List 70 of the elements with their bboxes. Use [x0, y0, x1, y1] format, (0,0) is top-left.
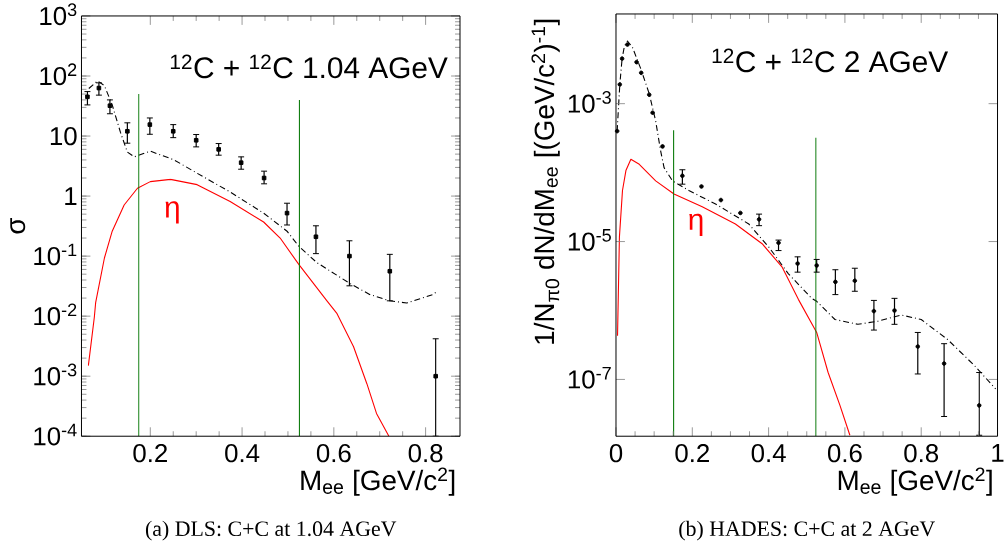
y-tick-label: 10$^{-5}$ [568, 228, 611, 251]
y-tick-label: 10$^{-7}$ [568, 366, 611, 389]
line-series [616, 158, 851, 436]
point [795, 261, 800, 266]
y-tick-label: 10$^{-2}$ [34, 303, 77, 326]
annotation: η [689, 213, 703, 236]
y-tick-label: 10$^{-4}$ [34, 423, 77, 446]
point [261, 175, 267, 181]
y-tick-label: 10$^{-3}$ [34, 363, 77, 386]
point [941, 361, 947, 366]
point [871, 308, 877, 314]
x-tick-label: 0.2 [675, 443, 709, 463]
point [387, 268, 393, 274]
point [892, 307, 897, 313]
point [634, 59, 639, 65]
x-tick-label: 0.4 [751, 443, 786, 463]
point [976, 402, 982, 408]
text: $^{12}$C + $^{12}$C 1.04 AGeV [170, 54, 448, 79]
x-tick-label: 0.6 [316, 443, 351, 463]
point [347, 253, 352, 259]
x-axis-title: M$_{ee}$ [GeV/c$^{2}$] [838, 467, 992, 496]
line-series [87, 178, 390, 436]
point [814, 262, 819, 268]
point [238, 160, 244, 165]
point [646, 92, 652, 97]
text: (a) DLS: C+C at 1.04 AGeV [145, 520, 397, 541]
x-tick-label: 0.6 [827, 443, 862, 463]
point [193, 137, 199, 143]
point [433, 373, 438, 379]
x-tick-label: 0 [609, 443, 623, 463]
text: (b) HADES: C+C at 2 AGeV [679, 520, 935, 541]
point [313, 234, 319, 239]
point [650, 110, 655, 115]
y-tick-label: 10$^{-1}$ [34, 243, 77, 266]
point [638, 70, 644, 75]
x-tick-label: 0.2 [133, 443, 167, 463]
point [915, 344, 921, 349]
y-tick-label: 1 [65, 187, 77, 205]
y-tick-label: 10 [50, 126, 77, 145]
y-tick-label: 10$^{2}$ [40, 63, 77, 85]
x-tick-label: 0.8 [408, 443, 443, 463]
point [660, 143, 665, 149]
point [107, 103, 113, 108]
point [125, 128, 130, 134]
y-tick-label: 10$^{-3}$ [568, 90, 611, 113]
text: $^{12}$C + $^{12}$C 2 AGeV [712, 48, 949, 73]
line-series [88, 80, 438, 304]
point [833, 279, 838, 284]
x-tick-label: 0.8 [904, 443, 939, 463]
annotation: η [165, 201, 179, 224]
point [680, 173, 685, 178]
point [852, 278, 858, 283]
point [619, 56, 625, 61]
text: 1/N$_{π0}$ dN/dM$_{ee}$ [(GeV/c$^{2}$)$^{-1}$] [531, 19, 560, 344]
x-tick-label: 0.4 [225, 443, 260, 463]
point [284, 210, 290, 216]
x-axis-title: M$_{ee}$ [GeV/c$^{2}$] [301, 467, 455, 496]
point [617, 81, 623, 87]
y-axis-title: σ [10, 217, 26, 234]
point [147, 122, 153, 127]
point [170, 128, 176, 134]
x-tick-label: 1 [992, 443, 1004, 462]
point [718, 197, 724, 203]
point [738, 210, 743, 215]
point [85, 94, 90, 99]
point [216, 146, 221, 152]
point [614, 128, 620, 134]
point [699, 183, 704, 189]
point [625, 42, 630, 47]
y-tick-label: 10$^{3}$ [40, 3, 77, 25]
